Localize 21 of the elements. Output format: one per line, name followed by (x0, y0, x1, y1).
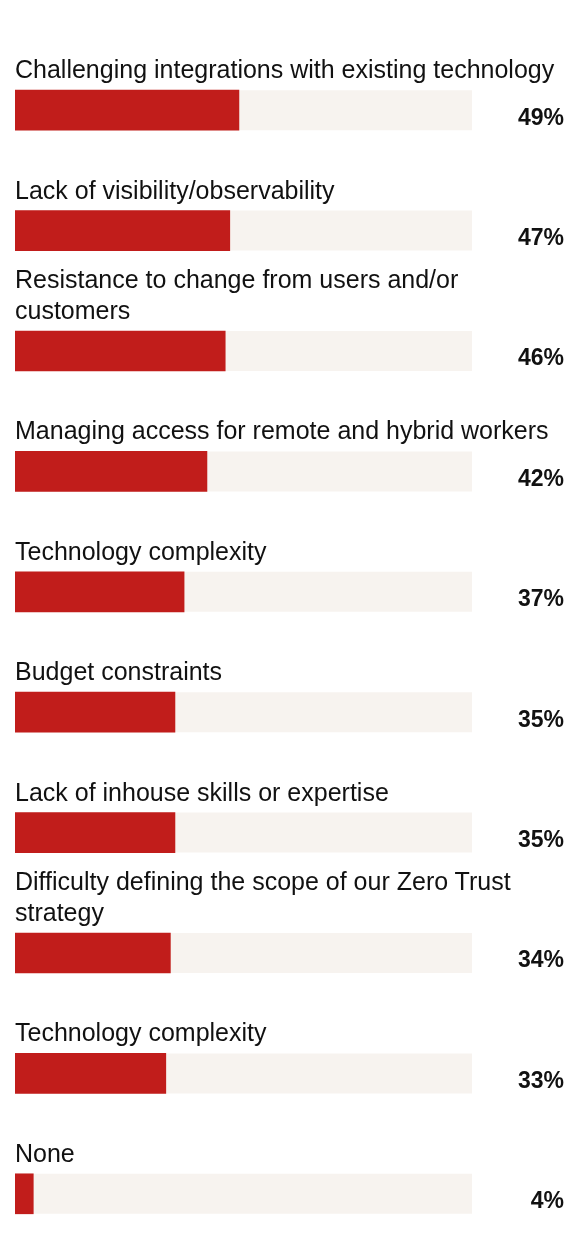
y-tick-label: Difficulty defining the scope of our Zero Trust strategy (15, 867, 511, 926)
y-tick-label: Technology complexity (15, 1018, 268, 1047)
y-tick-label: Lack of inhouse skills or expertise (15, 777, 389, 806)
data-label: 42% (517, 464, 564, 491)
data-label: 35% (517, 705, 564, 732)
data-label: 4% (530, 1187, 564, 1214)
data-label: 47% (517, 223, 564, 250)
data-label: 33% (517, 1066, 564, 1093)
bar (15, 1173, 34, 1215)
y-tick-label: Budget constraints (15, 657, 223, 686)
data-label: 35% (517, 825, 564, 852)
y-tick-label: Managing access for remote and hybrid workers (15, 416, 549, 445)
y-tick-label: Resistance to change from users and/or customers (15, 265, 459, 324)
y-tick-label: None (15, 1138, 75, 1167)
y-tick-label: Technology complexity (15, 536, 268, 565)
y-tick-label: Lack of visibility/observability (15, 175, 336, 204)
data-label: 37% (517, 585, 564, 612)
data-label: 49% (517, 103, 564, 130)
data-label: 34% (517, 946, 564, 973)
data-label: 46% (517, 344, 564, 371)
y-tick-label: Challenging integrations with existing technology (15, 55, 555, 84)
